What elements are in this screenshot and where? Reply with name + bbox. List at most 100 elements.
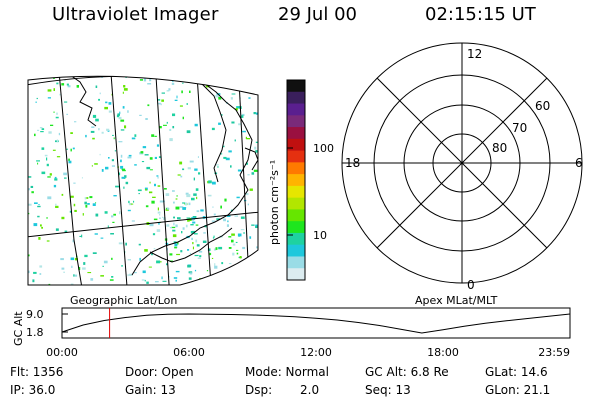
instrument-title: Ultraviolet Imager	[52, 4, 219, 25]
observation-time: 02:15:15 UT	[425, 4, 536, 25]
image-pixel	[33, 223, 38, 227]
image-pixel	[60, 258, 64, 261]
image-pixel	[53, 184, 57, 188]
image-pixel	[47, 89, 52, 92]
image-pixel	[116, 73, 118, 75]
image-pixel	[159, 126, 162, 129]
colorbar-segment	[287, 221, 305, 234]
image-pixel	[182, 116, 184, 120]
image-pixel	[113, 213, 116, 216]
image-pixel	[127, 209, 131, 212]
image-pixel	[158, 222, 160, 225]
image-pixel	[231, 239, 234, 243]
image-pixel	[160, 261, 162, 263]
image-pixel	[187, 218, 190, 222]
image-pixel	[221, 262, 224, 265]
colorbar-frame	[286, 79, 306, 281]
image-pixel	[63, 79, 66, 81]
longitude-line	[57, 76, 85, 285]
image-pixel	[189, 90, 191, 93]
image-pixel	[123, 85, 126, 88]
image-pixel	[144, 154, 149, 156]
image-pixel	[194, 269, 197, 272]
image-pixel	[234, 139, 236, 142]
image-pixel	[92, 137, 95, 140]
image-pixel	[223, 145, 225, 148]
image-pixel	[226, 215, 231, 217]
image-pixel	[73, 203, 76, 207]
image-pixel	[159, 217, 161, 219]
image-pixel	[244, 69, 247, 71]
gc-altitude-series-line	[61, 313, 571, 334]
image-pixel	[163, 217, 166, 220]
image-pixel	[180, 175, 183, 178]
image-pixel	[95, 213, 99, 217]
image-pixel	[133, 272, 137, 274]
image-pixel	[115, 185, 120, 188]
image-pixel	[171, 226, 176, 229]
image-pixel	[197, 257, 201, 259]
image-pixel	[128, 203, 132, 206]
image-pixel	[95, 118, 99, 122]
image-pixel	[92, 114, 97, 118]
image-pixel	[128, 200, 130, 204]
image-pixel	[142, 270, 146, 274]
image-pixel	[165, 193, 170, 196]
longitude-line	[195, 76, 213, 285]
image-pixel	[220, 73, 222, 75]
colorbar-tick-label: 10	[313, 229, 327, 242]
image-pixel	[81, 177, 83, 179]
image-pixel	[82, 267, 86, 270]
image-pixel	[255, 87, 258, 89]
image-pixel	[87, 203, 90, 205]
image-pixel	[153, 248, 156, 250]
image-pixel	[84, 197, 87, 200]
image-pixel	[108, 102, 112, 105]
image-pixel	[211, 257, 214, 259]
image-pixel	[68, 158, 70, 161]
image-pixel	[149, 169, 153, 171]
image-pixel	[249, 258, 251, 260]
image-boundary	[27, 75, 259, 286]
image-pixel	[70, 283, 74, 285]
mlat-label-70: 70	[512, 121, 527, 135]
image-pixel	[218, 246, 223, 250]
image-pixel	[182, 227, 185, 230]
image-pixel	[192, 246, 194, 250]
timeline-frame	[61, 307, 571, 339]
image-pixel	[134, 164, 137, 166]
mlt-label-18: 18	[345, 156, 360, 170]
image-pixel	[72, 147, 75, 150]
geo-latitude: GLat: 14.6	[485, 365, 548, 379]
image-pixel	[228, 236, 232, 238]
image-pixel	[44, 154, 48, 157]
image-pixel	[175, 279, 177, 282]
image-pixel	[104, 211, 108, 214]
image-pixel	[172, 229, 176, 232]
image-pixel	[236, 252, 239, 255]
image-pixel	[111, 215, 114, 218]
image-pixel	[175, 206, 180, 210]
image-pixel	[55, 203, 57, 206]
image-pixel	[89, 196, 93, 199]
image-pixel	[182, 207, 187, 209]
image-pixel	[127, 156, 132, 159]
image-pixel	[228, 150, 232, 153]
image-pixel	[136, 68, 137, 69]
image-pixel	[192, 221, 196, 224]
image-pixel	[228, 247, 232, 249]
image-pixel	[237, 233, 242, 237]
image-pixel	[46, 217, 48, 219]
colorbar-gradient	[287, 80, 305, 281]
image-pixel	[218, 122, 221, 125]
image-pixel	[157, 102, 161, 105]
flight-number: Flt: 1356	[10, 365, 63, 379]
image-pixel	[221, 114, 223, 116]
image-pixel	[197, 156, 199, 158]
image-pixel	[32, 279, 35, 283]
geographic-image-panel	[27, 68, 261, 286]
image-pixel	[176, 195, 178, 197]
ip-value: IP: 36.0	[10, 383, 55, 397]
image-pixel	[259, 187, 261, 189]
